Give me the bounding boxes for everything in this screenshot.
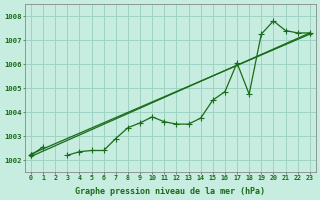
X-axis label: Graphe pression niveau de la mer (hPa): Graphe pression niveau de la mer (hPa) [75, 187, 265, 196]
